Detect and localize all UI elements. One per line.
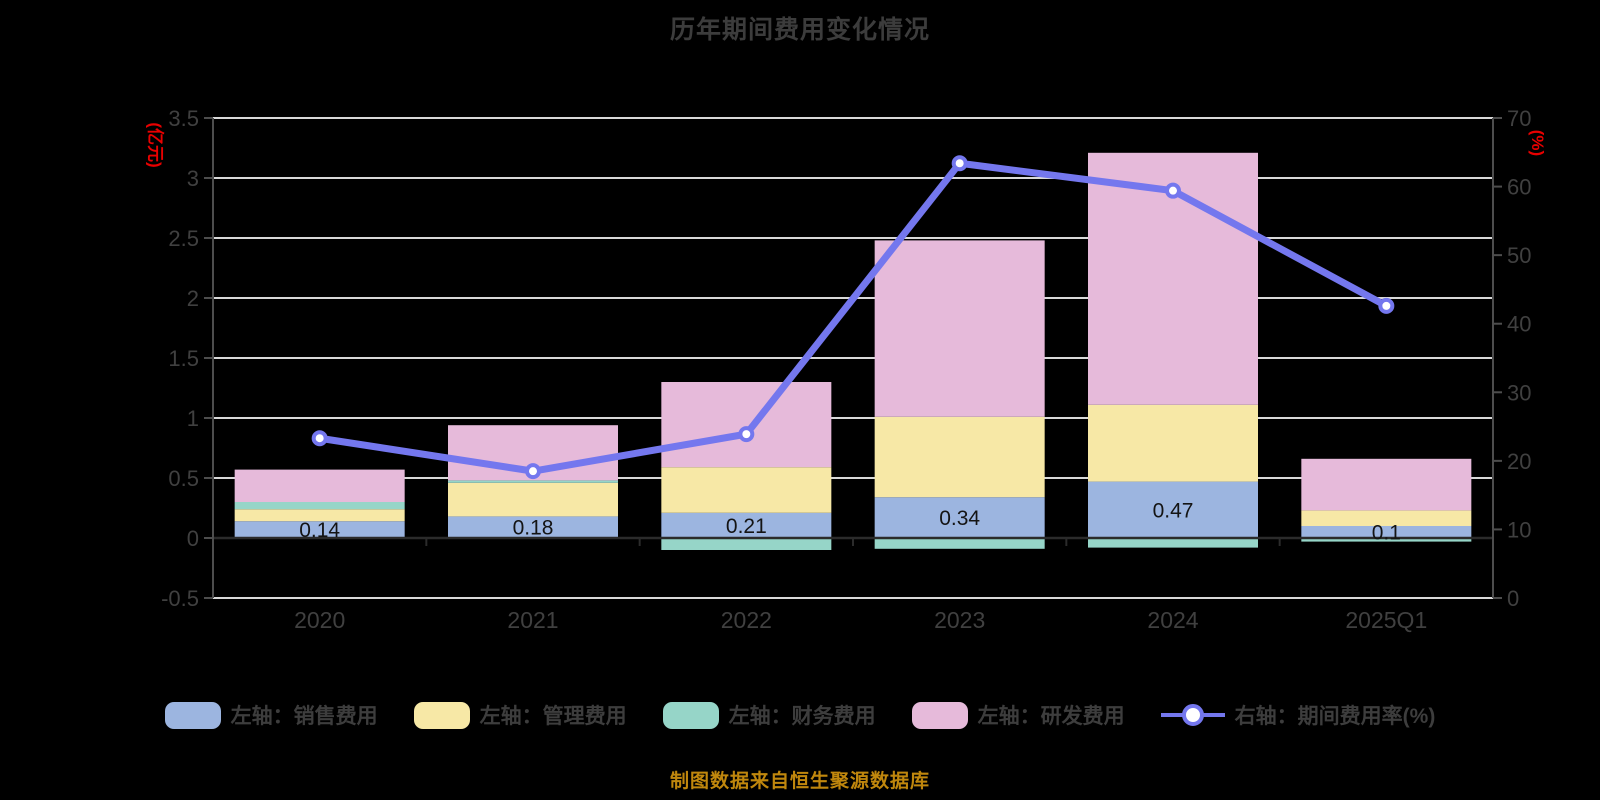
bar-segment-rd-2025Q1[interactable] bbox=[1301, 458, 1472, 511]
bar-segment-finance-2025Q1[interactable] bbox=[1301, 538, 1472, 542]
data-source-footer: 制图数据来自恒生聚源数据库 bbox=[669, 771, 930, 792]
legend-swatch-admin bbox=[413, 701, 470, 729]
right-axis-tick-label: 10 bbox=[1507, 517, 1531, 542]
legend-line-marker-icon bbox=[1160, 702, 1225, 729]
right-axis-tick-label: 40 bbox=[1507, 312, 1531, 337]
bar-segment-sales-2023[interactable] bbox=[874, 497, 1045, 538]
x-axis-category-label: 2022 bbox=[721, 607, 772, 633]
rate-line-point-2025Q1[interactable] bbox=[1378, 297, 1395, 314]
bar-segment-finance-2020[interactable] bbox=[234, 502, 405, 510]
left-axis-tick-label: 1.5 bbox=[168, 346, 199, 371]
legend-item-finance[interactable]: 左轴：财务费用 bbox=[662, 700, 876, 730]
bar-segment-sales-2020[interactable] bbox=[234, 521, 405, 538]
left-axis-tick-label: -0.5 bbox=[161, 586, 199, 611]
bar-segment-finance-2021[interactable] bbox=[448, 480, 618, 483]
bar-value-label: 0.34 bbox=[939, 507, 980, 530]
legend-swatch-rd bbox=[911, 701, 968, 729]
left-axis-tick-label: 2.5 bbox=[168, 226, 199, 251]
combo-chart-plot-area: 3.5 3 2.5 2 1.5 1 0.5 0 -0.5 70 60 50 40 30 20 10 0 2020 2… bbox=[161, 106, 1531, 633]
bar-segment-admin-2023[interactable] bbox=[874, 416, 1045, 498]
legend-item-sales[interactable]: 左轴：销售费用 bbox=[164, 700, 378, 730]
rate-line-point-2022[interactable] bbox=[738, 426, 755, 443]
left-axis-tick-label: 3 bbox=[187, 166, 199, 191]
bar-segment-admin-2025Q1[interactable] bbox=[1301, 510, 1472, 526]
left-axis-tick-label: 2 bbox=[187, 286, 199, 311]
legend-label: 右轴：期间费用率(%) bbox=[1234, 705, 1436, 728]
bar-segment-sales-2024[interactable] bbox=[1088, 481, 1258, 538]
rate-line-point-2023[interactable] bbox=[951, 155, 968, 172]
left-axis-tick-label: 3.5 bbox=[168, 106, 199, 131]
legend-label: 左轴：销售费用 bbox=[230, 705, 378, 728]
bar-value-label: 0.47 bbox=[1153, 499, 1194, 522]
bar-segment-sales-2025Q1[interactable] bbox=[1301, 526, 1472, 538]
bar-segment-admin-2020[interactable] bbox=[234, 509, 405, 522]
right-axis-tick-label: 60 bbox=[1507, 175, 1531, 200]
bar-value-label: 0.14 bbox=[299, 519, 340, 542]
legend-label: 左轴：财务费用 bbox=[728, 705, 876, 728]
bar-segment-admin-2021[interactable] bbox=[448, 482, 618, 517]
bar-value-label: 0.18 bbox=[513, 517, 554, 540]
bar-segment-finance-2023[interactable] bbox=[874, 538, 1045, 549]
legend-item-rd[interactable]: 左轴：研发费用 bbox=[911, 700, 1125, 730]
bar-segment-finance-2022[interactable] bbox=[661, 538, 832, 550]
left-axis-tick-label: 0.5 bbox=[168, 466, 199, 491]
left-axis-tick-label: 0 bbox=[187, 526, 199, 551]
legend-label: 左轴：研发费用 bbox=[977, 705, 1125, 728]
bar-segment-admin-2024[interactable] bbox=[1088, 404, 1258, 482]
bar-value-label: 0.21 bbox=[726, 515, 767, 538]
x-axis-category-label: 2024 bbox=[1147, 607, 1198, 633]
bar-segment-rd-2022[interactable] bbox=[661, 382, 832, 468]
bar-segment-sales-2021[interactable] bbox=[448, 516, 618, 538]
bar-segment-rd-2020[interactable] bbox=[234, 469, 405, 502]
right-axis-tick-label: 50 bbox=[1507, 243, 1531, 268]
right-axis-tick-label: 0 bbox=[1507, 586, 1519, 611]
rate-line-point-2024[interactable] bbox=[1165, 182, 1181, 199]
legend-label: 左轴：管理费用 bbox=[479, 705, 627, 728]
x-axis-category-label: 2025Q1 bbox=[1345, 607, 1427, 633]
bar-segment-admin-2022[interactable] bbox=[661, 467, 832, 513]
legend-item-admin[interactable]: 左轴：管理费用 bbox=[413, 700, 627, 730]
x-axis-category-label: 2021 bbox=[507, 607, 558, 633]
bar-segment-finance-2024[interactable] bbox=[1088, 538, 1258, 548]
bar-value-label: 0.1 bbox=[1372, 522, 1401, 545]
chart-legend: 左轴：销售费用 左轴：管理费用 左轴：财务费用 左轴：研发费用 右轴：期间费用率(%) bbox=[0, 700, 1600, 730]
x-axis-category-label: 2023 bbox=[934, 607, 985, 633]
rate-line-point-2020[interactable] bbox=[311, 430, 328, 447]
legend-swatch-sales bbox=[164, 701, 221, 729]
right-axis-tick-label: 70 bbox=[1507, 106, 1531, 131]
left-axis-tick-label: 1 bbox=[187, 406, 199, 431]
legend-swatch-finance bbox=[662, 701, 719, 729]
bar-segment-rd-2023[interactable] bbox=[874, 240, 1045, 417]
x-axis-category-label: 2020 bbox=[294, 607, 345, 633]
right-axis-tick-label: 30 bbox=[1507, 380, 1531, 405]
bar-segment-sales-2022[interactable] bbox=[661, 512, 832, 538]
legend-item-line[interactable]: 右轴：期间费用率(%) bbox=[1160, 700, 1436, 730]
chart-title: 历年期间费用变化情况 bbox=[669, 16, 930, 44]
rate-line-series[interactable] bbox=[316, 159, 1390, 475]
rate-line-point-2021[interactable] bbox=[525, 463, 541, 480]
right-axis-tick-label: 20 bbox=[1507, 449, 1531, 474]
